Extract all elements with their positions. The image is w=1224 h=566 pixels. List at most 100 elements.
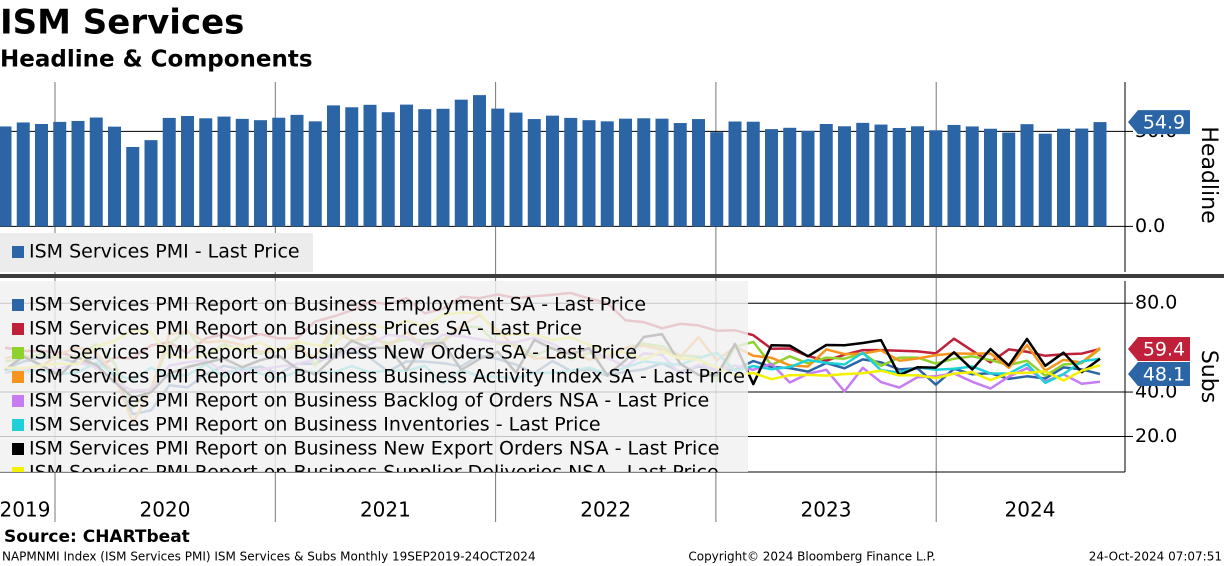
last-value-tag	[1128, 110, 1190, 135]
last-value-tag	[1128, 336, 1190, 361]
panel-separator	[0, 274, 1224, 278]
bar	[473, 95, 486, 227]
bar	[144, 140, 158, 227]
source: Source: CHARTbeat	[4, 527, 190, 547]
footer-right: 24-Oct-2024 07:07:51	[1089, 550, 1222, 564]
bar	[290, 114, 304, 227]
bar	[509, 112, 523, 227]
x-tick-label: 2022	[580, 498, 631, 522]
bar	[637, 118, 651, 227]
bar	[655, 118, 669, 227]
legend-swatch	[12, 395, 24, 407]
legend-label: ISM Services PMI Report on Business Inve…	[29, 414, 601, 436]
legend-label: ISM Services PMI Report on Business Supp…	[29, 462, 719, 484]
legend-label: ISM Services PMI Report on Business Pric…	[29, 318, 582, 340]
bar	[911, 126, 924, 227]
bar	[710, 132, 724, 227]
bar	[819, 123, 833, 227]
bar	[436, 108, 450, 227]
x-tick-label: 2023	[801, 498, 852, 522]
bar	[181, 116, 194, 227]
bar	[1038, 133, 1052, 227]
legend-swatch	[12, 443, 24, 455]
legend-swatch	[12, 323, 24, 335]
y-tick-label: 80.0	[1135, 292, 1177, 314]
bar	[564, 117, 578, 227]
bar	[874, 124, 888, 227]
legend-swatch	[12, 299, 24, 311]
bar	[0, 126, 12, 227]
bar	[71, 120, 85, 227]
bar	[89, 117, 103, 227]
bar	[454, 99, 468, 227]
bar	[1075, 128, 1089, 227]
legend-swatch	[12, 467, 24, 472]
legend-label: ISM Services PMI Report on Business New …	[29, 438, 719, 460]
bar	[856, 122, 870, 227]
footer-center: Copyright© 2024 Bloomberg Finance L.P.	[688, 550, 935, 564]
bar	[381, 112, 395, 227]
y-tick-label: 0.0	[1135, 215, 1165, 237]
legend: ISM Services PMI Report on Business Empl…	[12, 294, 745, 484]
bar	[746, 121, 760, 227]
bar	[199, 118, 213, 227]
legend-box	[0, 233, 313, 272]
legend-swatch	[12, 371, 24, 383]
bar	[400, 104, 413, 227]
bar	[126, 146, 140, 227]
footer-left: NAPMNMI Index (ISM Services PMI) ISM Ser…	[2, 550, 536, 564]
bar	[345, 107, 359, 227]
legend-swatch	[12, 419, 24, 431]
y-axis-label: Subs	[1196, 350, 1221, 403]
x-tick-label: 2019	[0, 498, 50, 522]
bar	[254, 120, 267, 227]
legend-label: ISM Services PMI Report on Business Empl…	[29, 294, 646, 316]
bar	[1002, 132, 1016, 227]
bar	[1020, 124, 1034, 227]
bar	[619, 118, 632, 227]
bar	[984, 128, 997, 227]
bar	[235, 118, 249, 227]
bar	[308, 121, 322, 227]
y-axis-label: Headline	[1196, 126, 1221, 223]
x-tick-label: 2024	[1005, 498, 1056, 522]
bar	[491, 108, 505, 227]
last-value-label: 54.9	[1143, 112, 1185, 134]
bar	[162, 117, 176, 227]
bar	[35, 123, 48, 227]
legend-box	[0, 281, 748, 472]
legend-label: ISM Services PMI Report on Business Back…	[29, 390, 709, 412]
bar	[53, 121, 67, 227]
bar	[1093, 122, 1107, 227]
x-tick-label: 2020	[140, 498, 191, 522]
bar	[801, 130, 815, 227]
last-value-label: 59.4	[1143, 338, 1185, 360]
legend-label: ISM Services PMI Report on Business Busi…	[29, 366, 745, 388]
bar	[527, 119, 541, 227]
legend-label: ISM Services PMI Report on Business New …	[29, 342, 637, 364]
legend-swatch	[12, 246, 24, 258]
chart-subtitle: Headline & Components	[0, 47, 313, 73]
bar	[838, 126, 851, 227]
bar	[947, 124, 961, 227]
bar	[108, 126, 121, 227]
bar	[546, 115, 559, 227]
legend-label: ISM Services PMI - Last Price	[29, 241, 300, 263]
chart-title: ISM Services	[0, 3, 244, 43]
bar	[1057, 128, 1070, 227]
bar	[728, 121, 742, 227]
bar	[600, 121, 614, 227]
bar	[418, 109, 432, 227]
bar	[272, 117, 286, 227]
bar	[765, 129, 778, 227]
y-tick-label: 20.0	[1135, 425, 1177, 447]
last-value-tag	[1128, 362, 1190, 387]
bar	[965, 126, 979, 227]
legend-swatch	[12, 347, 24, 359]
bar	[16, 122, 30, 227]
bar	[673, 123, 687, 227]
bar	[929, 130, 943, 227]
bar	[582, 120, 596, 227]
bar	[363, 104, 377, 227]
